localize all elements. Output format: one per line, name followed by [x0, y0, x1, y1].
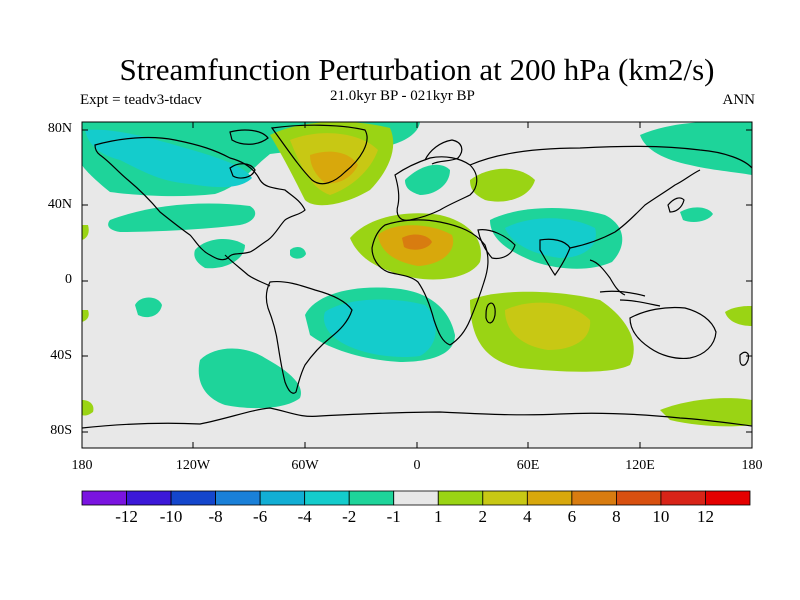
colorbar-label: -10: [159, 507, 183, 526]
lat-label-80n: 80N: [47, 121, 72, 136]
contour-region-canada-negative2: [85, 129, 252, 188]
coast-india: [539, 238, 571, 277]
contour-region-satlantic-negative2: [323, 299, 436, 358]
colorbar-label: 2: [478, 507, 488, 526]
contour-region-siberia-negative: [640, 122, 752, 175]
coast-arabia: [477, 229, 516, 260]
contour-region-west-edge-positive: [82, 225, 89, 240]
colorbar-swatch: [393, 490, 439, 506]
colorbar-label: -12: [115, 507, 138, 526]
lon-label-0: 0: [413, 458, 421, 473]
colorbar-label: -1: [386, 507, 401, 526]
colorbar-label: -8: [208, 507, 223, 526]
colorbar-swatch: [81, 490, 127, 506]
contour-region-antarctic-positive: [660, 398, 752, 427]
coast-north-america: [94, 136, 306, 261]
coast-hudson-bay: [229, 163, 256, 179]
colorbar-label: 6: [567, 507, 577, 526]
contour-region-npacific-negative: [108, 203, 256, 232]
colorbar-label: -6: [253, 507, 268, 526]
colorbar-swatch: [705, 490, 751, 506]
contour-region-north-sea-negative: [405, 164, 450, 195]
experiment-label: Expt = teadv3-tdacv: [80, 92, 202, 108]
lon-label-120e: 120E: [625, 458, 655, 473]
colorbar-label: 10: [652, 507, 670, 526]
colorbar-label: -4: [297, 507, 312, 526]
colorbar-swatch: [170, 490, 216, 506]
contour-fields: [82, 122, 752, 427]
colorbar-swatch: [215, 490, 261, 506]
coast-central-america: [224, 254, 271, 287]
coast-arctic-islands: [229, 129, 269, 145]
lat-label-80s: 80S: [50, 423, 72, 438]
contour-region-edge-positive: [82, 310, 89, 322]
lon-label-120w: 120W: [175, 458, 211, 473]
coast-asia-north: [469, 145, 752, 169]
colorbar-swatch: [526, 490, 573, 506]
contour-region-south-asia-negative2: [505, 218, 596, 258]
coast-australia: [629, 306, 717, 360]
contour-region-central-asia-positive: [470, 168, 535, 202]
colorbar-swatch: [660, 490, 706, 506]
lon-label-180w: 180: [71, 458, 93, 473]
colorbar-label: 4: [523, 507, 532, 526]
colorbar-swatch: [259, 490, 306, 506]
coast-antarctica: [82, 407, 752, 429]
colorbar-swatch: [126, 490, 172, 506]
map-title: Streamfunction Perturbation at 200 hPa (…: [119, 52, 715, 87]
coast-europe: [394, 156, 478, 221]
colorbar-label: 8: [612, 507, 621, 526]
season-label: ANN: [722, 92, 756, 108]
coast-asia-east: [569, 169, 701, 249]
coast-scandinavia: [424, 139, 463, 165]
coast-indonesia: [599, 290, 661, 307]
contour-region-spacific-negative: [135, 297, 162, 318]
colorbar-swatch: [437, 490, 484, 506]
contour-region-pacific-east-negative: [680, 207, 713, 222]
contour-region-africa-positive6: [402, 234, 432, 250]
contour-region-southern-negative: [198, 348, 301, 409]
lon-label-180e: 180: [741, 458, 763, 473]
colorbar-swatch: [348, 490, 395, 506]
lat-label-0: 0: [65, 272, 72, 287]
coast-new-zealand: [739, 351, 750, 366]
lon-label-60e: 60E: [516, 458, 540, 473]
coast-greenland: [270, 124, 368, 185]
contour-region-tiny-negative: [290, 246, 306, 259]
contour-region-greenland-positive6: [310, 151, 358, 184]
axis-ticks: [82, 122, 752, 448]
colorbar-label: 12: [696, 507, 714, 526]
colorbar-label: 1: [434, 507, 443, 526]
coast-japan: [667, 197, 685, 213]
coast-madagascar: [485, 302, 496, 324]
lat-label-40n: 40N: [47, 197, 72, 212]
coast-south-america: [265, 280, 353, 394]
lat-label-40s: 40S: [50, 348, 72, 363]
contour-region-sw-positive: [82, 400, 94, 416]
colorbar-swatch: [482, 490, 528, 506]
colorbar-swatch: [304, 490, 350, 506]
colorbar-label: -2: [342, 507, 357, 526]
lon-label-60w: 60W: [291, 458, 319, 473]
colorbar-swatch: [616, 490, 662, 506]
period-label: 21.0kyr BP - 021kyr BP: [330, 88, 475, 104]
contour-region-sindian-positive4: [505, 302, 591, 350]
contour-region-east-positive: [725, 305, 752, 326]
coast-africa: [371, 219, 489, 346]
coastlines: [82, 124, 752, 429]
colorbar: [81, 490, 751, 506]
colorbar-swatch: [571, 490, 617, 506]
